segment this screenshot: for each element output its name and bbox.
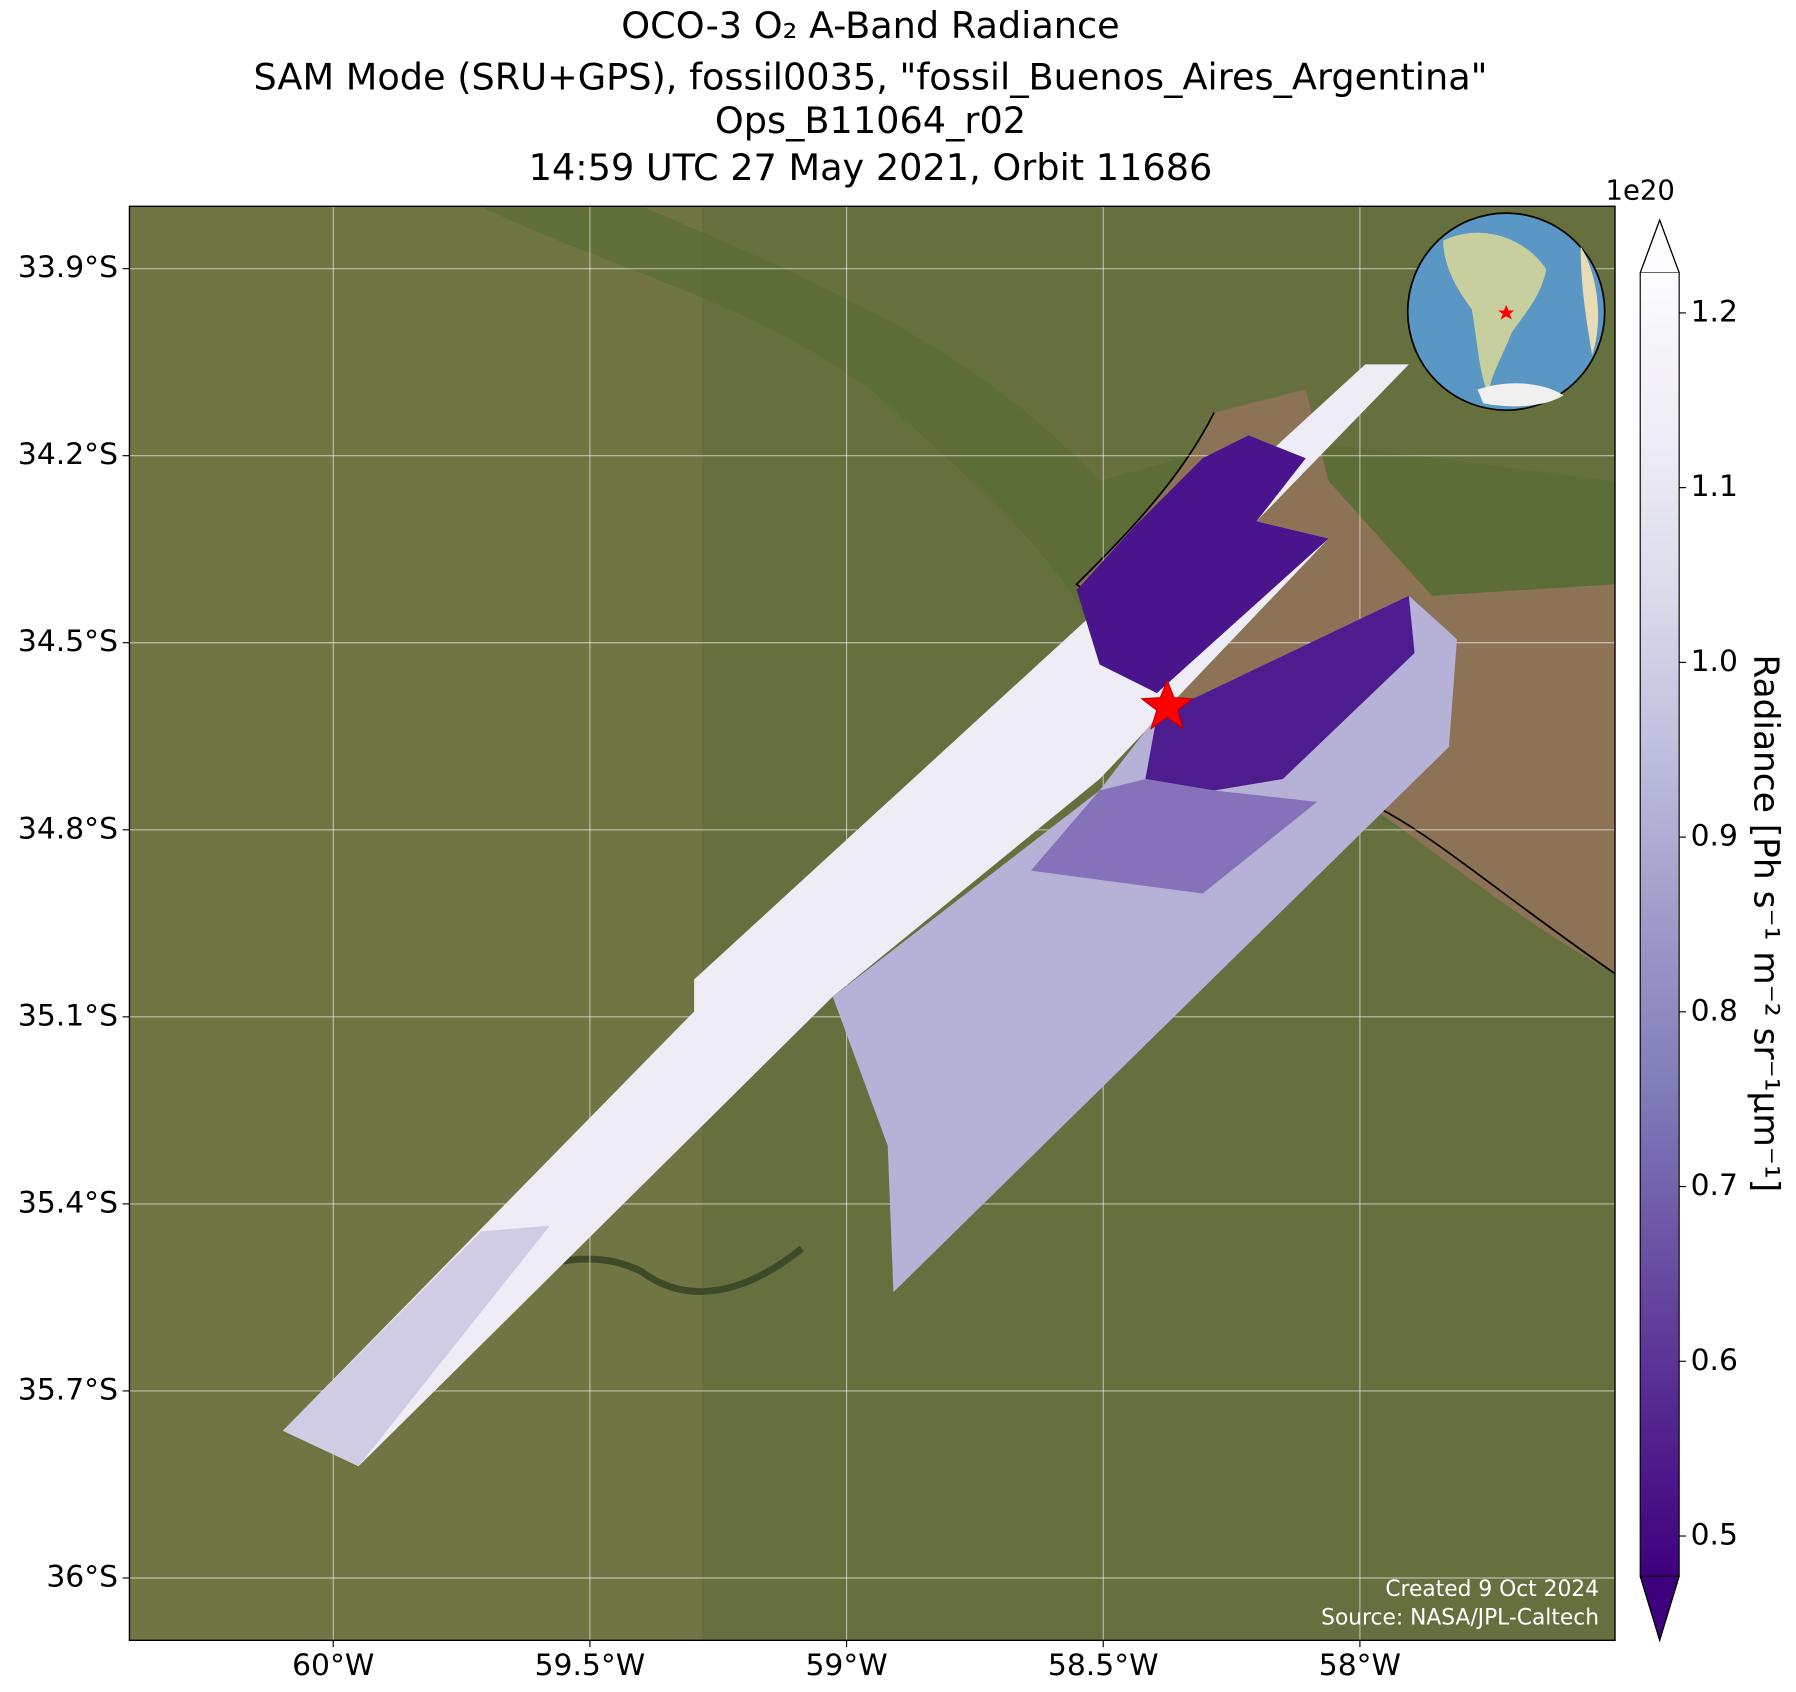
y-tick-label: 35.7°S: [18, 1372, 118, 1407]
colorbar-tick-label: 0.9: [1691, 819, 1738, 854]
globe-ice: [1477, 383, 1564, 407]
swath-shape: [1145, 595, 1415, 791]
colorbar-body: [1640, 272, 1680, 1577]
globe-land: [1443, 232, 1547, 396]
globe-land: [1580, 246, 1599, 356]
y-tick-label: 36°S: [46, 1559, 118, 1594]
x-tick-label: 58.5°W: [1048, 1648, 1159, 1683]
colorbar-extend-max: [1639, 218, 1680, 274]
colorbar-frame: [1639, 218, 1680, 1643]
title-line: 14:59 UTC 27 May 2021, Orbit 11686: [529, 146, 1213, 189]
x-tick-label: 59°W: [805, 1648, 887, 1683]
x-tick-label: 59.5°W: [535, 1648, 646, 1683]
colorbar-extend-min: [1639, 1575, 1680, 1643]
y-tick-label: 35.4°S: [18, 1185, 118, 1220]
map-frame: [128, 205, 1616, 1642]
swath-shape: [1076, 435, 1329, 694]
inset-globe: [1406, 212, 1606, 412]
title-line: OCO-3 O₂ A-Band Radiance: [621, 4, 1119, 47]
y-tick-label: 34.8°S: [18, 811, 118, 846]
y-tick-label: 33.9°S: [18, 250, 118, 285]
colorbar-tick-label: 1.2: [1691, 294, 1738, 329]
globe-star: [1498, 304, 1515, 320]
title-line: SAM Mode (SRU+GPS), fossil0035, "fossil_…: [253, 56, 1487, 99]
y-tick-label: 35.1°S: [18, 998, 118, 1033]
map-area: Created 9 Oct 2024 Source: NASA/JPL-Calt…: [129, 206, 1616, 1641]
target-star: [1140, 678, 1194, 731]
y-tick-label: 34.2°S: [18, 437, 118, 472]
x-tick-label: 60°W: [292, 1648, 374, 1683]
colorbar-tick-label: 0.7: [1691, 1168, 1738, 1203]
colorbar-offset: 1e20: [1606, 174, 1675, 206]
colorbar-tick-label: 0.6: [1691, 1343, 1738, 1378]
swath-shape: [832, 595, 1457, 1293]
title-line: Ops_B11064_r02: [715, 99, 1026, 142]
swath-shape: [282, 1225, 550, 1467]
colorbar-label: Radiance [Ph s⁻¹ m⁻² sr⁻¹μm⁻¹]: [1745, 654, 1785, 1192]
colorbar-tick-label: 1.1: [1691, 469, 1738, 504]
credit: Created 9 Oct 2024: [1385, 1577, 1599, 1602]
y-tick-label: 34.5°S: [18, 624, 118, 659]
land-patch: [129, 206, 703, 1641]
swath-shape: [1030, 778, 1318, 894]
x-tick-label: 58°W: [1319, 1648, 1401, 1683]
colorbar-tick-label: 0.5: [1691, 1518, 1738, 1553]
credit: Source: NASA/JPL-Caltech: [1321, 1606, 1599, 1631]
colorbar: [1639, 218, 1687, 1643]
colorbar-tick-label: 0.8: [1691, 993, 1738, 1028]
colorbar-tick-label: 1.0: [1691, 644, 1738, 679]
